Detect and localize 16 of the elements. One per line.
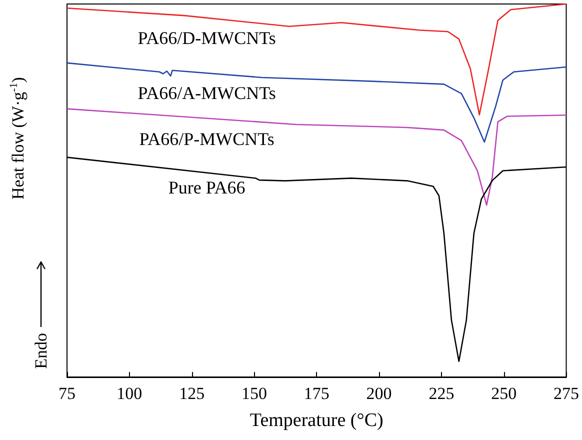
x-axis-title: Temperature (°C) bbox=[250, 410, 384, 431]
x-tick-label: 275 bbox=[554, 384, 579, 403]
x-tick-label: 250 bbox=[491, 384, 517, 403]
y-axis-title: Heat flow (W·g-1) bbox=[8, 77, 28, 200]
series-label: PA66/A-MWCNTs bbox=[138, 82, 276, 103]
series-label: PA66/D-MWCNTs bbox=[138, 28, 276, 48]
x-tick-label: 200 bbox=[366, 384, 392, 403]
x-tick-label: 75 bbox=[58, 384, 76, 403]
series-label: PA66/P-MWCNTs bbox=[139, 128, 274, 149]
x-tick-label: 125 bbox=[179, 384, 205, 403]
x-tick-label: 175 bbox=[304, 384, 330, 403]
x-tick-label: 100 bbox=[116, 384, 142, 403]
x-tick-label: 225 bbox=[428, 384, 454, 403]
x-tick-label: 150 bbox=[241, 384, 267, 403]
text: Endo bbox=[32, 332, 50, 369]
series-label: Pure PA66 bbox=[168, 177, 246, 198]
